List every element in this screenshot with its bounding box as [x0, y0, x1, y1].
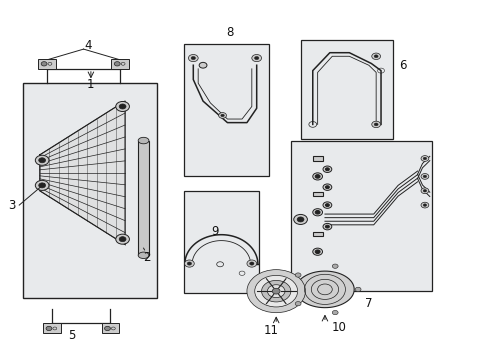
Bar: [22, 83, 157, 298]
Circle shape: [325, 186, 329, 189]
Text: 1: 1: [87, 78, 95, 91]
Circle shape: [251, 54, 261, 62]
Circle shape: [191, 57, 195, 60]
Circle shape: [373, 55, 377, 58]
Bar: [300, 40, 392, 139]
Circle shape: [325, 204, 329, 207]
Circle shape: [371, 53, 380, 59]
Circle shape: [104, 326, 110, 330]
Circle shape: [119, 104, 126, 109]
Circle shape: [188, 54, 198, 62]
Circle shape: [312, 173, 322, 180]
Circle shape: [267, 285, 285, 298]
Text: 10: 10: [331, 320, 346, 333]
Bar: [138, 140, 149, 255]
Circle shape: [422, 204, 426, 206]
Ellipse shape: [138, 137, 149, 144]
Circle shape: [254, 57, 258, 60]
Circle shape: [39, 183, 45, 188]
Circle shape: [35, 180, 49, 190]
Text: 6: 6: [398, 59, 406, 72]
Circle shape: [371, 121, 380, 128]
Circle shape: [116, 102, 129, 112]
Circle shape: [297, 217, 304, 222]
Circle shape: [39, 158, 45, 163]
Circle shape: [315, 211, 320, 214]
Bar: [43, 323, 61, 333]
Circle shape: [354, 287, 360, 292]
Text: 3: 3: [8, 199, 15, 212]
Text: 5: 5: [67, 329, 75, 342]
Circle shape: [420, 202, 428, 208]
Circle shape: [373, 123, 377, 126]
Text: 4: 4: [84, 39, 92, 52]
Circle shape: [323, 166, 331, 172]
Circle shape: [272, 288, 280, 294]
Bar: [312, 231, 322, 236]
Bar: [312, 192, 322, 197]
Circle shape: [261, 280, 290, 302]
Circle shape: [315, 250, 320, 253]
Bar: [38, 59, 56, 69]
Circle shape: [315, 175, 320, 178]
Circle shape: [249, 262, 253, 265]
Circle shape: [332, 264, 337, 268]
Text: 8: 8: [226, 27, 233, 40]
Circle shape: [293, 215, 307, 225]
Bar: [183, 44, 268, 176]
Circle shape: [323, 202, 331, 208]
Circle shape: [119, 237, 126, 242]
Bar: [183, 191, 259, 293]
Ellipse shape: [138, 252, 149, 258]
Circle shape: [422, 189, 426, 192]
Polygon shape: [295, 271, 353, 308]
Bar: [102, 323, 119, 333]
Circle shape: [184, 260, 194, 267]
Circle shape: [325, 225, 329, 228]
Circle shape: [312, 209, 322, 216]
Circle shape: [422, 157, 426, 160]
Circle shape: [246, 270, 305, 313]
Circle shape: [420, 156, 428, 161]
Bar: [111, 59, 129, 69]
Circle shape: [41, 62, 47, 66]
Text: 7: 7: [365, 297, 372, 310]
Circle shape: [420, 174, 428, 179]
Circle shape: [35, 155, 49, 165]
Circle shape: [323, 184, 331, 190]
Circle shape: [332, 310, 337, 315]
Circle shape: [312, 248, 322, 255]
Circle shape: [246, 260, 256, 267]
Circle shape: [199, 62, 206, 68]
Circle shape: [325, 168, 329, 171]
Circle shape: [254, 275, 297, 307]
Bar: [312, 156, 322, 161]
Polygon shape: [40, 101, 125, 244]
Circle shape: [422, 175, 426, 178]
Circle shape: [323, 224, 331, 230]
Text: 11: 11: [264, 324, 278, 337]
Text: 2: 2: [143, 251, 150, 264]
Circle shape: [295, 273, 301, 277]
Bar: [290, 140, 431, 291]
Circle shape: [116, 234, 129, 244]
Circle shape: [295, 302, 301, 306]
Circle shape: [218, 113, 226, 118]
Circle shape: [221, 114, 224, 117]
Text: 9: 9: [211, 225, 219, 238]
Circle shape: [187, 262, 191, 265]
Circle shape: [420, 188, 428, 194]
Circle shape: [46, 326, 52, 330]
Circle shape: [114, 62, 120, 66]
